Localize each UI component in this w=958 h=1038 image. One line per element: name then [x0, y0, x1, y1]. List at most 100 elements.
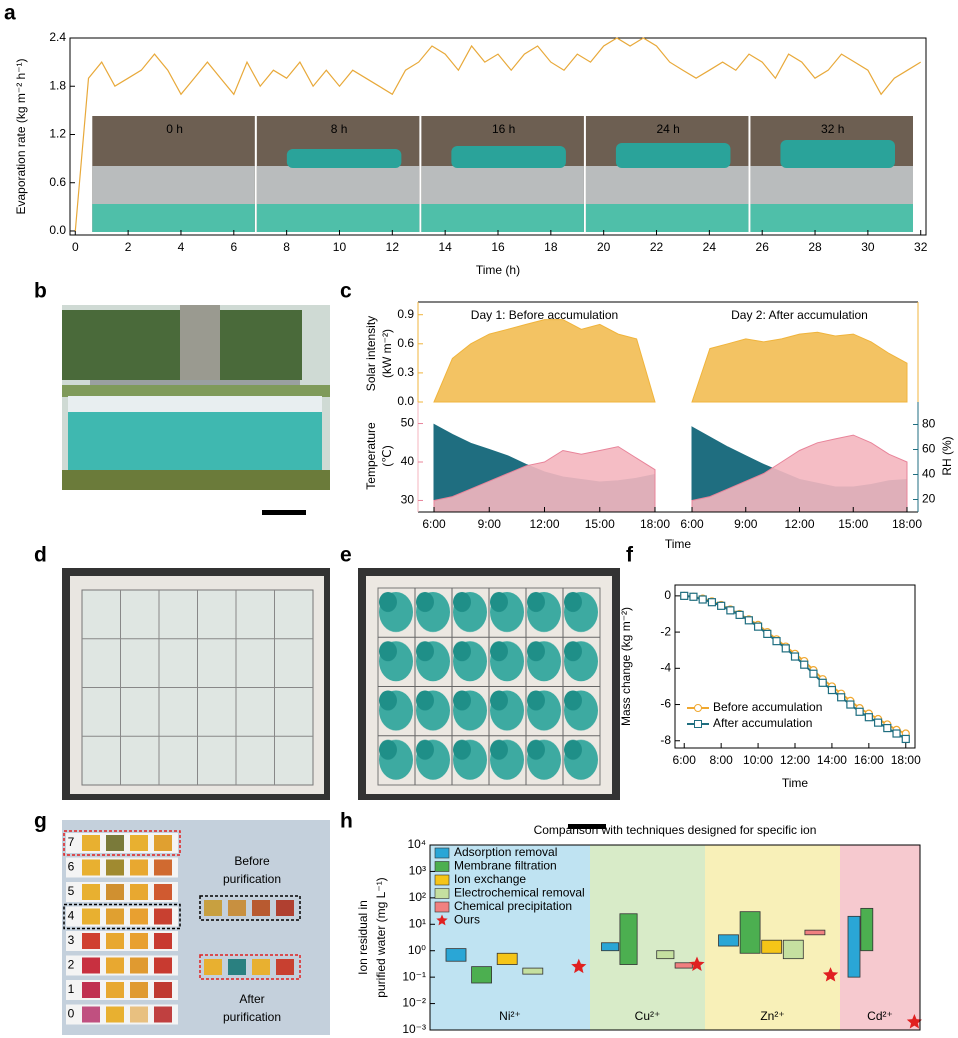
marker [828, 687, 835, 694]
strip-number: 7 [68, 835, 75, 849]
strip-pad [130, 909, 148, 925]
inset-photo [586, 166, 749, 204]
x-tick-label: 26 [756, 240, 770, 254]
legend-swatch [435, 848, 449, 858]
range-bar [848, 916, 860, 977]
strip-pad [82, 860, 100, 876]
x-tick-label: 0 [72, 240, 79, 254]
x-tick-label: 6 [230, 240, 237, 254]
x-tick-label: 30 [861, 240, 875, 254]
panel-letter: g [34, 810, 47, 833]
strip-caption: purification [223, 872, 281, 886]
strip-pad [154, 835, 172, 851]
marker [893, 730, 900, 737]
range-bar [657, 951, 674, 959]
inset-photo [92, 204, 255, 232]
strip-pad [82, 884, 100, 900]
strip-number: 4 [68, 909, 75, 923]
strip-pad [106, 909, 124, 925]
strip-pad [82, 982, 100, 998]
legend-label: Adsorption removal [454, 845, 557, 859]
panel-letter: e [340, 544, 352, 567]
strip-number: 1 [68, 982, 75, 996]
legend-label: Before accumulation [713, 700, 822, 714]
y-tick-label: 0.0 [49, 223, 66, 237]
strip-pad [106, 884, 124, 900]
y-tick-label: 10⁴ [407, 837, 426, 851]
legend-swatch [435, 902, 449, 912]
y-tick-label: 0.6 [397, 336, 414, 350]
strip-pad [106, 933, 124, 949]
x-tick-label: 14 [438, 240, 452, 254]
legend-label: Chemical precipitation [454, 899, 572, 913]
y-tick-label: 10⁰ [408, 943, 426, 957]
y-tick-label: 10⁻² [402, 996, 426, 1010]
marker [865, 714, 872, 721]
marker [708, 599, 715, 606]
range-bar [675, 963, 692, 968]
figure: 0 h8 h16 h24 h32 h0.00.61.21.82.40246810… [0, 0, 958, 1038]
y-axis-label: Evaporation rate (kg m⁻² h⁻¹) [14, 58, 28, 214]
strip-pad [130, 982, 148, 998]
strip-pad [154, 884, 172, 900]
x-tick-label: 2 [125, 240, 132, 254]
strip-pad [130, 860, 148, 876]
strip-pad [154, 933, 172, 949]
panel-letter: c [340, 280, 352, 303]
x-tick-label: 9:00 [478, 517, 502, 531]
x-axis-label: Time [665, 537, 692, 551]
inset-label: 16 h [492, 122, 515, 136]
y-tick-label: 10⁻³ [402, 1022, 426, 1036]
strip-pad [154, 958, 172, 974]
range-bar [740, 912, 760, 954]
photo-e [358, 568, 620, 829]
strip-number: 2 [68, 958, 75, 972]
inset-photo [257, 166, 420, 204]
y-tick-label: 10² [409, 890, 426, 904]
inset-photo [451, 146, 566, 168]
x-tick-label: 28 [808, 240, 822, 254]
x-tick-label: 4 [178, 240, 185, 254]
inset-photo [257, 204, 420, 232]
strip-caption: purification [223, 1010, 281, 1024]
range-bar [805, 930, 825, 935]
strip-pad [204, 959, 222, 975]
legend-label: Ours [454, 913, 480, 927]
marker [875, 719, 882, 726]
strip-pad [82, 933, 100, 949]
marker [902, 735, 909, 742]
x-tick-label: 10:00 [743, 753, 773, 767]
strip-pad [154, 1007, 172, 1023]
inset-photo [421, 204, 584, 232]
strip-pad [154, 909, 172, 925]
strip-pad [228, 959, 246, 975]
y-axis-label: Solar intensity [364, 316, 378, 391]
range-bar [861, 908, 873, 950]
x-tick-label: 10 [333, 240, 347, 254]
range-bar [523, 968, 543, 974]
x-tick-label: 9:00 [734, 517, 758, 531]
panel-letter: b [34, 280, 47, 303]
strip-pad [82, 1007, 100, 1023]
strip-number: 5 [68, 884, 75, 898]
x-tick-label: 15:00 [838, 517, 868, 531]
strip-pad [106, 835, 124, 851]
inset-photo [92, 166, 255, 204]
inset-photo [287, 149, 402, 168]
y-tick-label: 20 [922, 492, 936, 506]
y-tick-label: 0.9 [397, 307, 414, 321]
x-tick-label: 6:00 [673, 753, 697, 767]
strip-pad [154, 982, 172, 998]
x-tick-label: 8:00 [709, 753, 733, 767]
legend-swatch [435, 889, 449, 899]
y-axis-label: (kW m⁻²) [380, 329, 394, 378]
legend-swatch [695, 705, 702, 712]
marker [736, 611, 743, 618]
panel-letter: d [34, 544, 47, 567]
day-title: Day 1: Before accumulation [471, 308, 618, 322]
chart-title: Comparison with techniques designed for … [534, 823, 817, 837]
y-tick-label: 0 [664, 588, 671, 602]
strip-pad [228, 900, 246, 916]
x-tick-label: 24 [703, 240, 717, 254]
day-title: Day 2: After accumulation [731, 308, 868, 322]
